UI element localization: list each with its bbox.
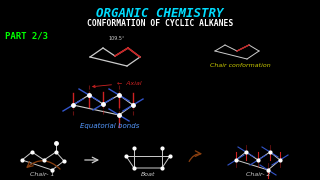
- Text: Chair- 2: Chair- 2: [246, 172, 270, 177]
- Text: PART 2/3: PART 2/3: [5, 31, 48, 40]
- Text: Chair- 1: Chair- 1: [30, 172, 54, 177]
- Text: CONFORMATION OF CYCLIC ALKANES: CONFORMATION OF CYCLIC ALKANES: [87, 19, 233, 28]
- Text: Boat: Boat: [141, 172, 155, 177]
- Text: Chair conformation: Chair conformation: [210, 63, 270, 68]
- Text: 109.5°: 109.5°: [109, 36, 125, 41]
- Text: Equatorial bonds: Equatorial bonds: [80, 123, 140, 129]
- Text: ←  Axial: ← Axial: [93, 80, 142, 88]
- Text: ORGANIC CHEMISTRY: ORGANIC CHEMISTRY: [96, 7, 224, 20]
